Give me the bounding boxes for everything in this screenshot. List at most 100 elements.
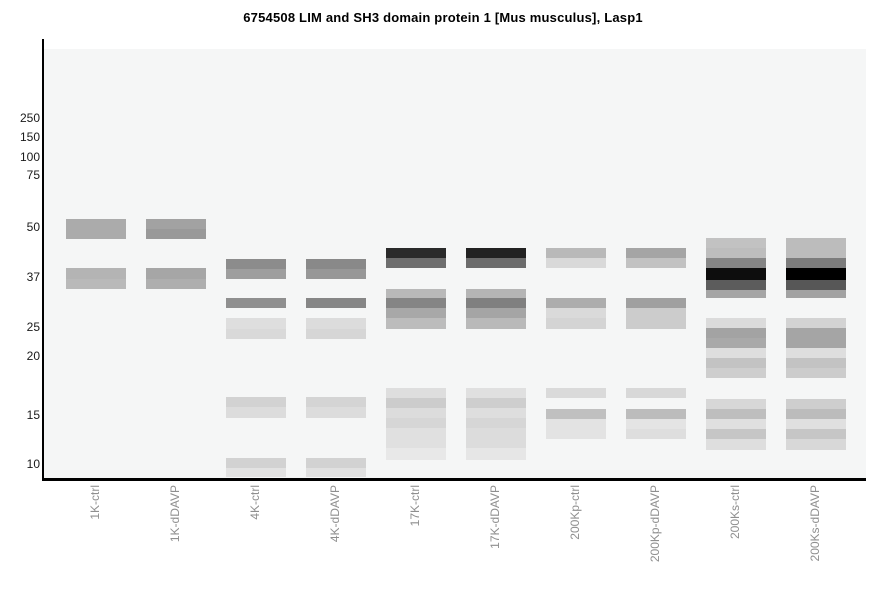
gel-band	[786, 280, 846, 290]
lane-label: 17K-dDAVP	[488, 485, 502, 549]
gel-band	[386, 308, 446, 318]
gel-band	[146, 219, 206, 229]
gel-band	[786, 429, 846, 439]
y-tick-label: 25	[26, 320, 40, 334]
gel-band	[466, 418, 526, 428]
gel-band	[706, 399, 766, 409]
gel-band	[466, 448, 526, 460]
gel-band	[466, 289, 526, 298]
gel-band	[546, 248, 606, 258]
gel-band	[706, 238, 766, 248]
lane-label: 1K-dDAVP	[168, 485, 182, 543]
gel-band	[306, 269, 366, 279]
gel-band	[386, 318, 446, 329]
gel-band	[306, 458, 366, 468]
gel-band	[626, 308, 686, 329]
gel-band	[226, 468, 286, 477]
gel-band	[466, 258, 526, 268]
lane-label: 200Kp-dDAVP	[648, 485, 662, 563]
gel-band	[626, 429, 686, 439]
gel-band	[386, 448, 446, 460]
gel-band	[546, 308, 606, 318]
gel-band	[706, 358, 766, 368]
y-tick-label: 50	[26, 220, 40, 234]
x-axis-line	[42, 478, 866, 481]
gel-band	[786, 290, 846, 298]
gel-band	[386, 428, 446, 448]
y-tick-label: 20	[26, 349, 40, 363]
gel-band	[226, 407, 286, 418]
gel-band	[786, 409, 846, 419]
gel-band	[386, 418, 446, 428]
gel-band	[66, 279, 126, 289]
gel-band	[706, 328, 766, 338]
gel-band	[786, 368, 846, 378]
gel-band	[466, 388, 526, 398]
gel-band	[786, 358, 846, 368]
gel-band	[226, 458, 286, 468]
y-tick-label: 250	[19, 111, 40, 125]
gel-band	[786, 399, 846, 409]
gel-band	[706, 419, 766, 429]
gel-band	[146, 229, 206, 239]
gel-band	[466, 408, 526, 418]
gel-band	[546, 258, 606, 268]
lane-label: 4K-ctrl	[248, 485, 262, 520]
gel-band	[706, 258, 766, 268]
gel-band	[466, 298, 526, 308]
y-tick-label: 75	[26, 168, 40, 182]
gel-band	[226, 269, 286, 279]
gel-band	[306, 318, 366, 329]
gel-band	[386, 258, 446, 268]
gel-band	[306, 397, 366, 407]
gel-band	[706, 318, 766, 328]
gel-band	[626, 409, 686, 419]
gel-band	[226, 397, 286, 407]
gel-band	[66, 268, 126, 279]
y-axis-line	[42, 39, 44, 481]
chart-title: 6754508 LIM and SH3 domain protein 1 [Mu…	[243, 10, 643, 25]
lane-label: 200Ks-dDAVP	[808, 485, 822, 562]
gel-band	[466, 308, 526, 318]
gel-band	[146, 279, 206, 289]
gel-band	[786, 348, 846, 358]
gel-band	[786, 258, 846, 268]
gel-band	[546, 419, 606, 439]
gel-band	[626, 258, 686, 268]
gel-band	[466, 398, 526, 408]
gel-band	[386, 388, 446, 398]
gel-band	[706, 429, 766, 439]
gel-band	[546, 388, 606, 398]
gel-band	[466, 318, 526, 329]
gel-band	[706, 268, 766, 280]
gel-band	[226, 259, 286, 269]
gel-band	[786, 419, 846, 429]
gel-band	[306, 298, 366, 308]
gel-band	[706, 280, 766, 290]
gel-band	[706, 409, 766, 419]
gel-band	[226, 298, 286, 308]
gel-band	[706, 248, 766, 258]
gel-band	[786, 268, 846, 280]
gel-band	[466, 428, 526, 448]
gel-band	[626, 388, 686, 398]
gel-band	[706, 348, 766, 358]
gel-band	[386, 248, 446, 258]
lane-label: 200Ks-ctrl	[728, 485, 742, 540]
gel-band	[626, 419, 686, 429]
gel-band	[306, 259, 366, 269]
y-tick-label: 150	[19, 130, 40, 144]
gel-band	[226, 318, 286, 329]
gel-band	[466, 248, 526, 258]
gel-band	[786, 328, 846, 348]
gel-band	[66, 219, 126, 239]
y-tick-label: 10	[26, 457, 40, 471]
gel-band	[706, 439, 766, 450]
gel-band	[386, 298, 446, 308]
gel-band	[386, 408, 446, 418]
gel-band	[786, 238, 846, 258]
y-tick-label: 100	[19, 150, 40, 164]
gel-band	[306, 407, 366, 418]
gel-band	[706, 290, 766, 298]
